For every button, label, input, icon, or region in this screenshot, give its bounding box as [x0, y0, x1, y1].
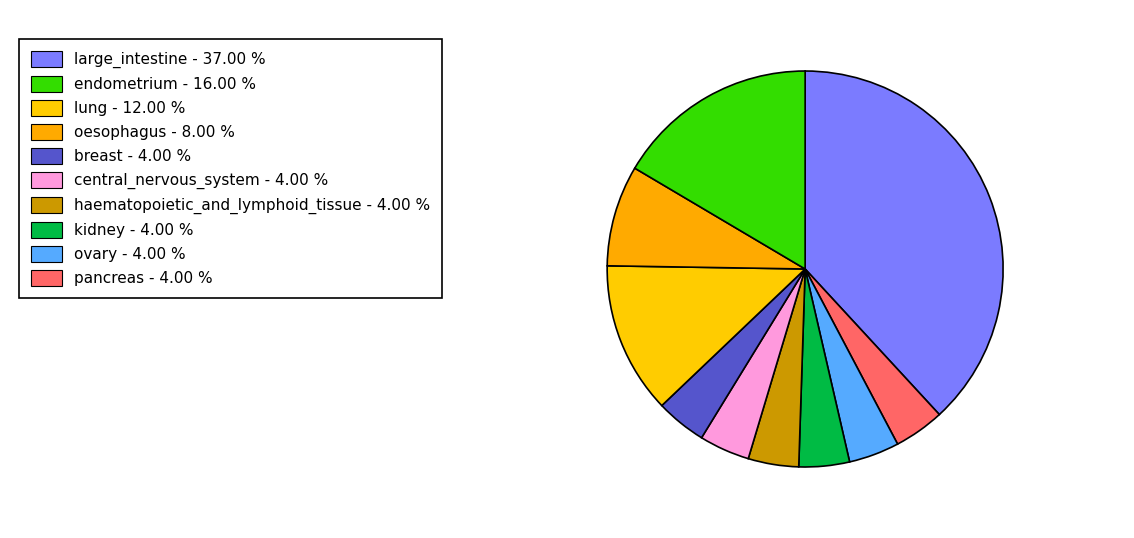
Wedge shape [805, 269, 939, 444]
Wedge shape [702, 269, 805, 458]
Wedge shape [607, 168, 805, 269]
Wedge shape [805, 269, 898, 462]
Legend: large_intestine - 37.00 %, endometrium - 16.00 %, lung - 12.00 %, oesophagus - 8: large_intestine - 37.00 %, endometrium -… [19, 39, 442, 299]
Wedge shape [662, 269, 805, 438]
Wedge shape [748, 269, 805, 467]
Wedge shape [607, 266, 805, 406]
Wedge shape [798, 269, 849, 467]
Wedge shape [635, 71, 805, 269]
Wedge shape [805, 71, 1004, 415]
